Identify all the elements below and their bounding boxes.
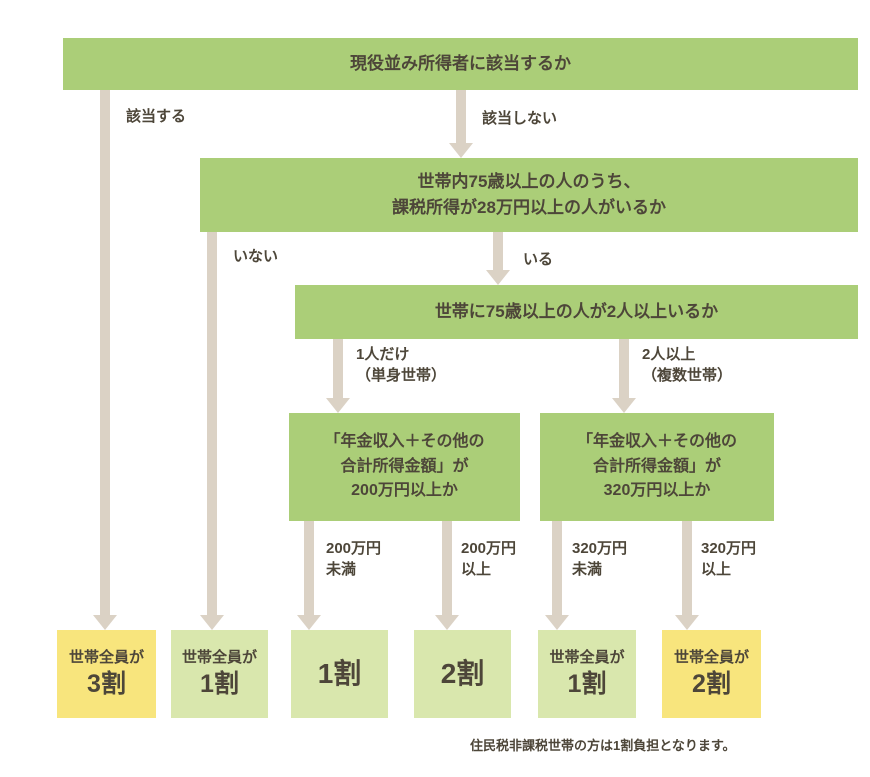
decision-text: 現役並み所得者に該当するか bbox=[350, 53, 571, 73]
edge-label-line1: 200万円 bbox=[461, 540, 517, 557]
result-box-all-30pct: 世帯全員が 3割 bbox=[57, 630, 156, 718]
decision-text-line2: 合計所得金額」が bbox=[592, 457, 721, 475]
decision-box-current-income: 現役並み所得者に該当するか bbox=[63, 38, 858, 90]
edge-label-line2: 以上 bbox=[461, 561, 492, 578]
arrow-over-320 bbox=[675, 521, 699, 630]
arrow-stem bbox=[552, 521, 562, 615]
arrow-under-200 bbox=[297, 521, 321, 630]
result-prefix: 世帯全員が bbox=[673, 649, 749, 667]
decision-text-line1: 世帯内75歳以上の人のうち、 bbox=[417, 171, 641, 191]
arrow-over-200 bbox=[435, 521, 459, 630]
edge-label-under-320: 320万円 未満 bbox=[572, 538, 627, 580]
edge-label-line2: 未満 bbox=[326, 561, 357, 578]
arrow-stem bbox=[333, 339, 343, 398]
arrow-head-icon bbox=[435, 615, 459, 630]
decision-text-line2: 課税所得が28万円以上の人がいるか bbox=[392, 198, 666, 217]
arrow-not-applies bbox=[449, 90, 473, 158]
edge-label-exists: いる bbox=[523, 251, 554, 268]
footnote: 住民税非課税世帯の方は1割負担となります。 bbox=[470, 738, 736, 753]
result-box-all-10pct-right: 世帯全員が 1割 bbox=[538, 630, 636, 718]
edge-label-none: いない bbox=[233, 248, 279, 265]
arrow-head-icon bbox=[297, 615, 321, 630]
edge-label-line1: 320万円 bbox=[701, 540, 757, 557]
arrow-stem bbox=[442, 521, 452, 615]
result-prefix: 世帯全員が bbox=[68, 649, 144, 667]
arrow-head-icon bbox=[545, 615, 569, 630]
arrow-stem bbox=[207, 232, 217, 615]
arrow-head-icon bbox=[486, 270, 510, 285]
arrow-head-icon bbox=[675, 615, 699, 630]
arrow-none bbox=[200, 232, 224, 630]
decision-text-line3: 320万円以上か bbox=[603, 482, 711, 500]
decision-box-income-200: 「年金収入＋その他の 合計所得金額」が 200万円以上か bbox=[289, 413, 520, 521]
result-rate: 1割 bbox=[317, 657, 362, 689]
arrow-stem bbox=[100, 90, 110, 615]
arrow-head-icon bbox=[93, 615, 117, 630]
decision-text-line1: 「年金収入＋その他の bbox=[324, 432, 485, 450]
arrow-stem bbox=[619, 339, 629, 398]
edge-label-over-200: 200万円 以上 bbox=[461, 538, 516, 580]
arrow-applies bbox=[93, 90, 117, 630]
arrow-under-320 bbox=[545, 521, 569, 630]
decision-text: 世帯に75歳以上の人が2人以上いるか bbox=[434, 301, 719, 321]
edge-label-line1: 2人以上 bbox=[642, 346, 696, 363]
decision-box-taxable-income: 世帯内75歳以上の人のうち、 課税所得が28万円以上の人がいるか bbox=[200, 158, 858, 232]
edge-label-over-320: 320万円 以上 bbox=[701, 538, 756, 580]
edge-label-line1: 1人だけ bbox=[356, 346, 410, 363]
edge-label-line2: 以上 bbox=[701, 561, 732, 578]
arrow-head-icon bbox=[326, 398, 350, 413]
arrow-head-icon bbox=[612, 398, 636, 413]
decision-box-household-count: 世帯に75歳以上の人が2人以上いるか bbox=[295, 285, 858, 339]
result-box-all-20pct: 世帯全員が 2割 bbox=[662, 630, 761, 718]
arrow-stem bbox=[493, 232, 503, 270]
result-rate: 1割 bbox=[567, 670, 607, 699]
result-rate: 3割 bbox=[87, 670, 126, 699]
result-box-all-10pct-left: 世帯全員が 1割 bbox=[171, 630, 268, 718]
arrow-stem bbox=[456, 90, 466, 143]
arrow-exists bbox=[486, 232, 510, 285]
result-box-20pct: 2割 bbox=[414, 630, 511, 718]
result-prefix: 世帯全員が bbox=[181, 649, 257, 667]
arrow-head-icon bbox=[449, 143, 473, 158]
decision-text-line2: 合計所得金額」が bbox=[340, 457, 469, 475]
edge-label-line1: 320万円 bbox=[572, 540, 628, 557]
result-box-10pct: 1割 bbox=[291, 630, 388, 718]
arrow-head-icon bbox=[200, 615, 224, 630]
edge-label-line2: 未満 bbox=[572, 561, 603, 578]
edge-label-not-applies: 該当しない bbox=[482, 110, 558, 127]
arrow-single-household bbox=[326, 339, 350, 413]
decision-text-line3: 200万円以上か bbox=[351, 482, 458, 500]
decision-box-income-320: 「年金収入＋その他の 合計所得金額」が 320万円以上か bbox=[540, 413, 774, 521]
result-rate: 1割 bbox=[200, 670, 239, 699]
result-rate: 2割 bbox=[692, 670, 731, 699]
edge-label-line1: 200万円 bbox=[326, 540, 382, 557]
result-rate: 2割 bbox=[440, 657, 485, 689]
arrow-stem bbox=[304, 521, 314, 615]
arrow-multiple-household bbox=[612, 339, 636, 413]
edge-label-multiple-household: 2人以上 （複数世帯） bbox=[642, 344, 732, 386]
edge-label-applies: 該当する bbox=[126, 108, 187, 125]
decision-text-line1: 「年金収入＋その他の bbox=[576, 432, 737, 450]
edge-label-line2: （単身世帯） bbox=[356, 367, 447, 384]
arrow-stem bbox=[682, 521, 692, 615]
result-prefix: 世帯全員が bbox=[549, 649, 625, 667]
edge-label-single-household: 1人だけ （単身世帯） bbox=[356, 344, 446, 386]
edge-label-under-200: 200万円 未満 bbox=[326, 538, 381, 580]
edge-label-line2: （複数世帯） bbox=[642, 367, 733, 384]
